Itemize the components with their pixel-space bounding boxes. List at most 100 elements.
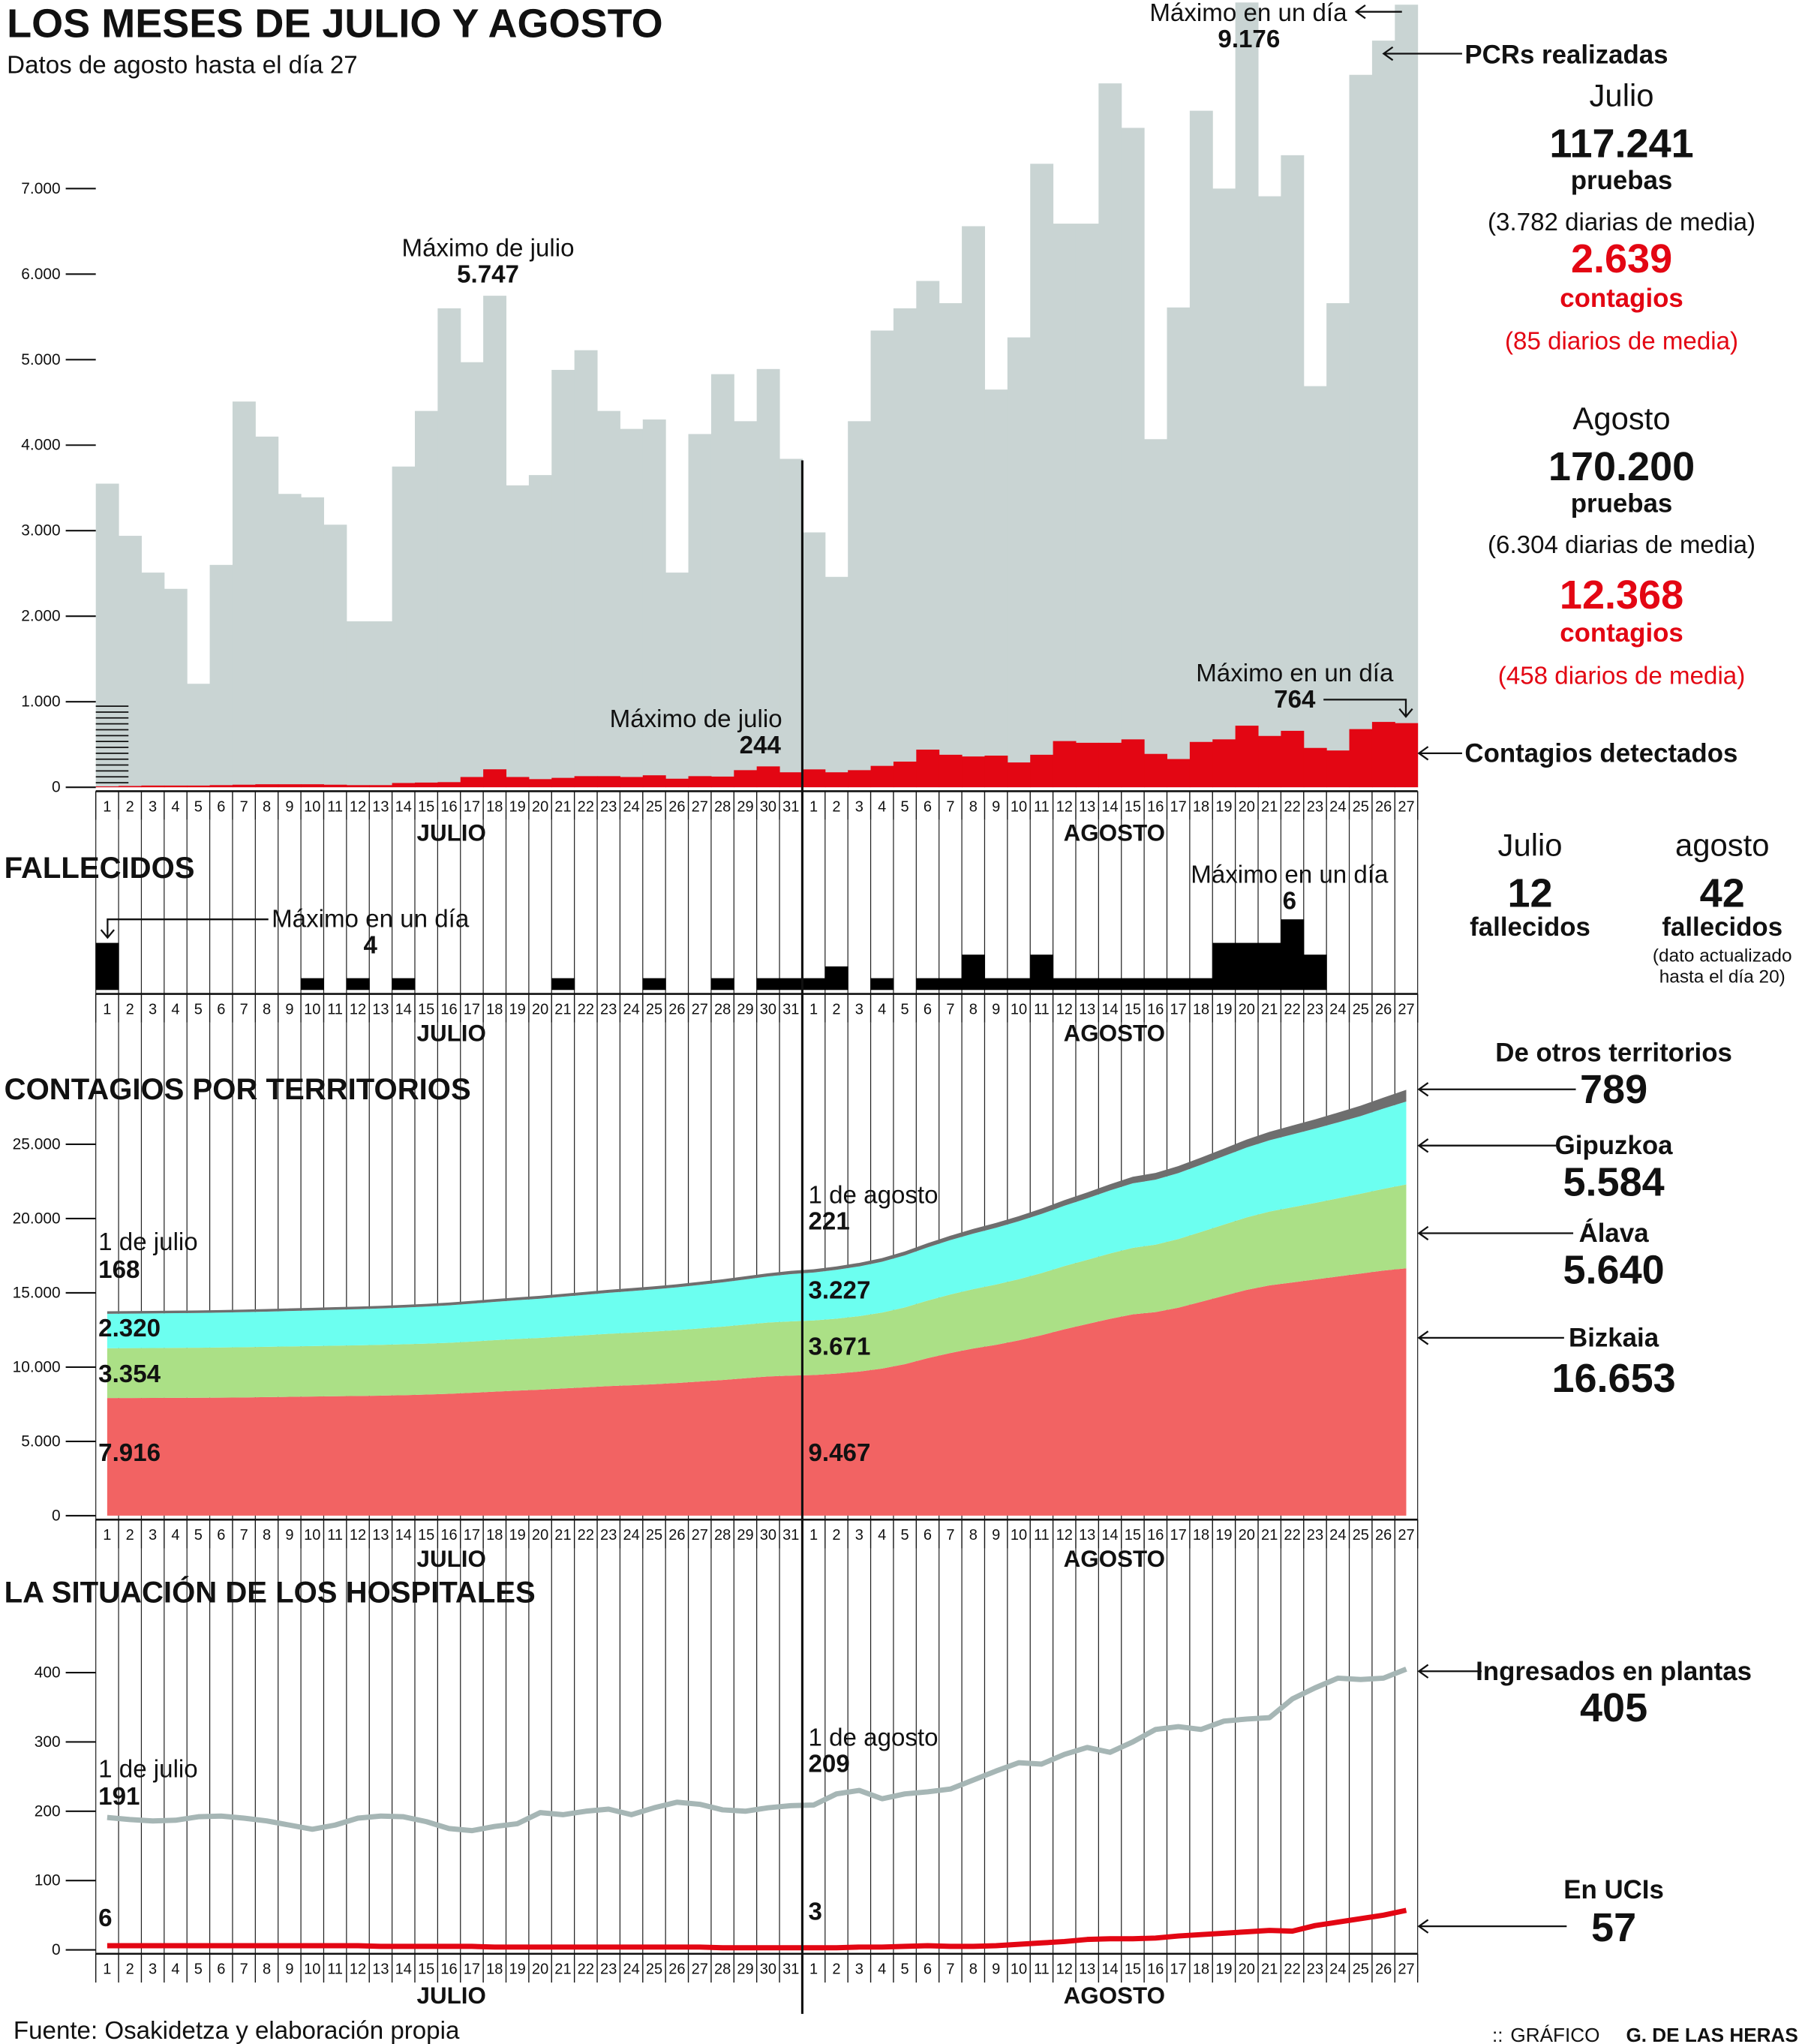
fallecidos-bar: [642, 978, 666, 990]
day-label: 18: [1193, 1527, 1209, 1544]
day-label: 7: [946, 798, 954, 815]
day-label: 9: [992, 1961, 1000, 1978]
contagios-bar: [119, 786, 142, 788]
day-label: 8: [263, 1527, 271, 1544]
alava-label: Álava: [1579, 1218, 1650, 1248]
day-label: 8: [969, 798, 978, 815]
contagios-bar: [848, 770, 872, 788]
y-axis-pcr: 0 1.000 2.000 3.000 4.000 5.000 6.000 7.000: [21, 180, 96, 796]
day-label: 18: [486, 1001, 503, 1017]
pcr-bar: [1098, 83, 1122, 788]
day-label: 16: [440, 798, 457, 815]
pcr-bar: [574, 350, 598, 788]
contagios-bar: [1281, 730, 1305, 788]
day-label: 20: [532, 1961, 548, 1978]
contagios-bar: [528, 779, 552, 788]
day-label: 17: [464, 1961, 480, 1978]
day-label: 3: [149, 1001, 157, 1017]
day-label: 10: [304, 798, 320, 815]
y-tick-label: 200: [35, 1802, 61, 1820]
pcr-bar: [620, 428, 644, 788]
day-label: 13: [1079, 1001, 1095, 1017]
fallecidos-bar: [1212, 942, 1236, 990]
day-label: 10: [304, 1961, 320, 1978]
fallecidos-bar: [1303, 954, 1327, 990]
pcr-bar: [1075, 224, 1099, 788]
day-label: 28: [714, 1001, 731, 1017]
day-label: 2: [126, 1961, 134, 1978]
plantas-label: Ingresados en plantas: [1476, 1657, 1752, 1686]
fallecidos-bar: [1098, 978, 1122, 990]
day-label: 22: [1284, 1001, 1300, 1017]
fallecidos-bar: [301, 978, 325, 990]
day-axis-territorios: 1 2 3 4 5 6 7 8 9 10 11 12 13 14 15 16 17 18 19 20 21 22 23 24 2…: [95, 1518, 1419, 1572]
month-label-julio: JULIO: [417, 820, 486, 846]
y-tick-label: 300: [35, 1733, 61, 1751]
day-label: 5: [194, 1527, 203, 1544]
month-label-agosto: AGOSTO: [1064, 820, 1165, 846]
fallecidos-bar: [962, 954, 985, 990]
day-label: 19: [1215, 1961, 1232, 1978]
day-label: 4: [171, 1527, 179, 1544]
agosto-contagios-label: contagios: [1560, 618, 1683, 648]
day-label: 7: [240, 1961, 248, 1978]
pcr-bar: [1326, 303, 1350, 788]
day-label: 1: [103, 1001, 111, 1017]
section-title-territorios: CONTAGIOS POR TERRITORIOS: [5, 1073, 471, 1106]
day-label: 19: [509, 1001, 526, 1017]
contagios-bar: [278, 784, 302, 788]
fallecidos-julio-total: 12: [1507, 870, 1552, 915]
day-label: 20: [532, 1001, 548, 1017]
page-title: LOS MESES DE JULIO Y AGOSTO: [7, 1, 662, 46]
day-label: 30: [760, 1961, 776, 1978]
day-label: 3: [855, 1001, 863, 1017]
day-label: 5: [194, 1001, 203, 1017]
y-tick-label: 15.000: [13, 1284, 61, 1301]
day-label: 27: [692, 798, 708, 815]
contagios-bar: [1258, 735, 1281, 788]
arrow-icon: [1417, 1919, 1567, 1934]
y-tick-label: 0: [52, 1507, 61, 1524]
y-tick-label: 4.000: [21, 437, 60, 454]
day-label: 19: [1215, 1527, 1232, 1544]
day-label: 29: [737, 798, 753, 815]
hospitales-agosto-plantas: 209: [809, 1751, 850, 1778]
day-label: 12: [1056, 798, 1073, 815]
month-label-julio: JULIO: [417, 1546, 486, 1572]
day-label: 8: [263, 1001, 271, 1017]
contagios-bar: [756, 766, 780, 788]
fallecidos-agosto-month: agosto: [1675, 827, 1770, 862]
day-label: 17: [464, 798, 480, 815]
day-label: 20: [532, 798, 548, 815]
day-label: 14: [395, 1961, 412, 1978]
pcr-max-value: 9.176: [1218, 26, 1280, 53]
day-label: 31: [782, 1001, 799, 1017]
agosto-pruebas-label: pruebas: [1571, 488, 1673, 518]
contagios-bar: [392, 783, 416, 788]
day-label: 5: [901, 1961, 909, 1978]
day-label: 15: [418, 798, 434, 815]
fallecidos-bar: [916, 978, 940, 990]
fallecidos-bar: [939, 978, 963, 990]
day-label: 29: [737, 1001, 753, 1017]
day-label: 3: [855, 1961, 863, 1978]
julio-pruebas-label: pruebas: [1571, 166, 1673, 195]
hospitales-julio-label: 1 de julio: [98, 1756, 198, 1784]
day-label: 18: [1193, 1961, 1209, 1978]
day-label: 8: [969, 1001, 978, 1017]
month-label-agosto: AGOSTO: [1064, 1982, 1165, 2009]
pcr-bar: [95, 483, 119, 788]
day-label: 24: [623, 1527, 639, 1544]
hospitales-chart: [107, 1667, 1407, 1951]
pcr-bar: [551, 369, 575, 788]
contagios-bar: [939, 754, 963, 788]
arrow-icon: [1382, 46, 1462, 62]
day-label: 21: [554, 1961, 571, 1978]
y-tick-label: 25.000: [13, 1135, 61, 1153]
day-label: 12: [350, 1961, 366, 1978]
bizkaia-area: [107, 1268, 1407, 1516]
day-label: 19: [509, 1961, 526, 1978]
contagios-bar: [460, 777, 484, 788]
day-label: 6: [924, 1961, 932, 1978]
julio-pruebas: 117.241: [1549, 122, 1693, 167]
